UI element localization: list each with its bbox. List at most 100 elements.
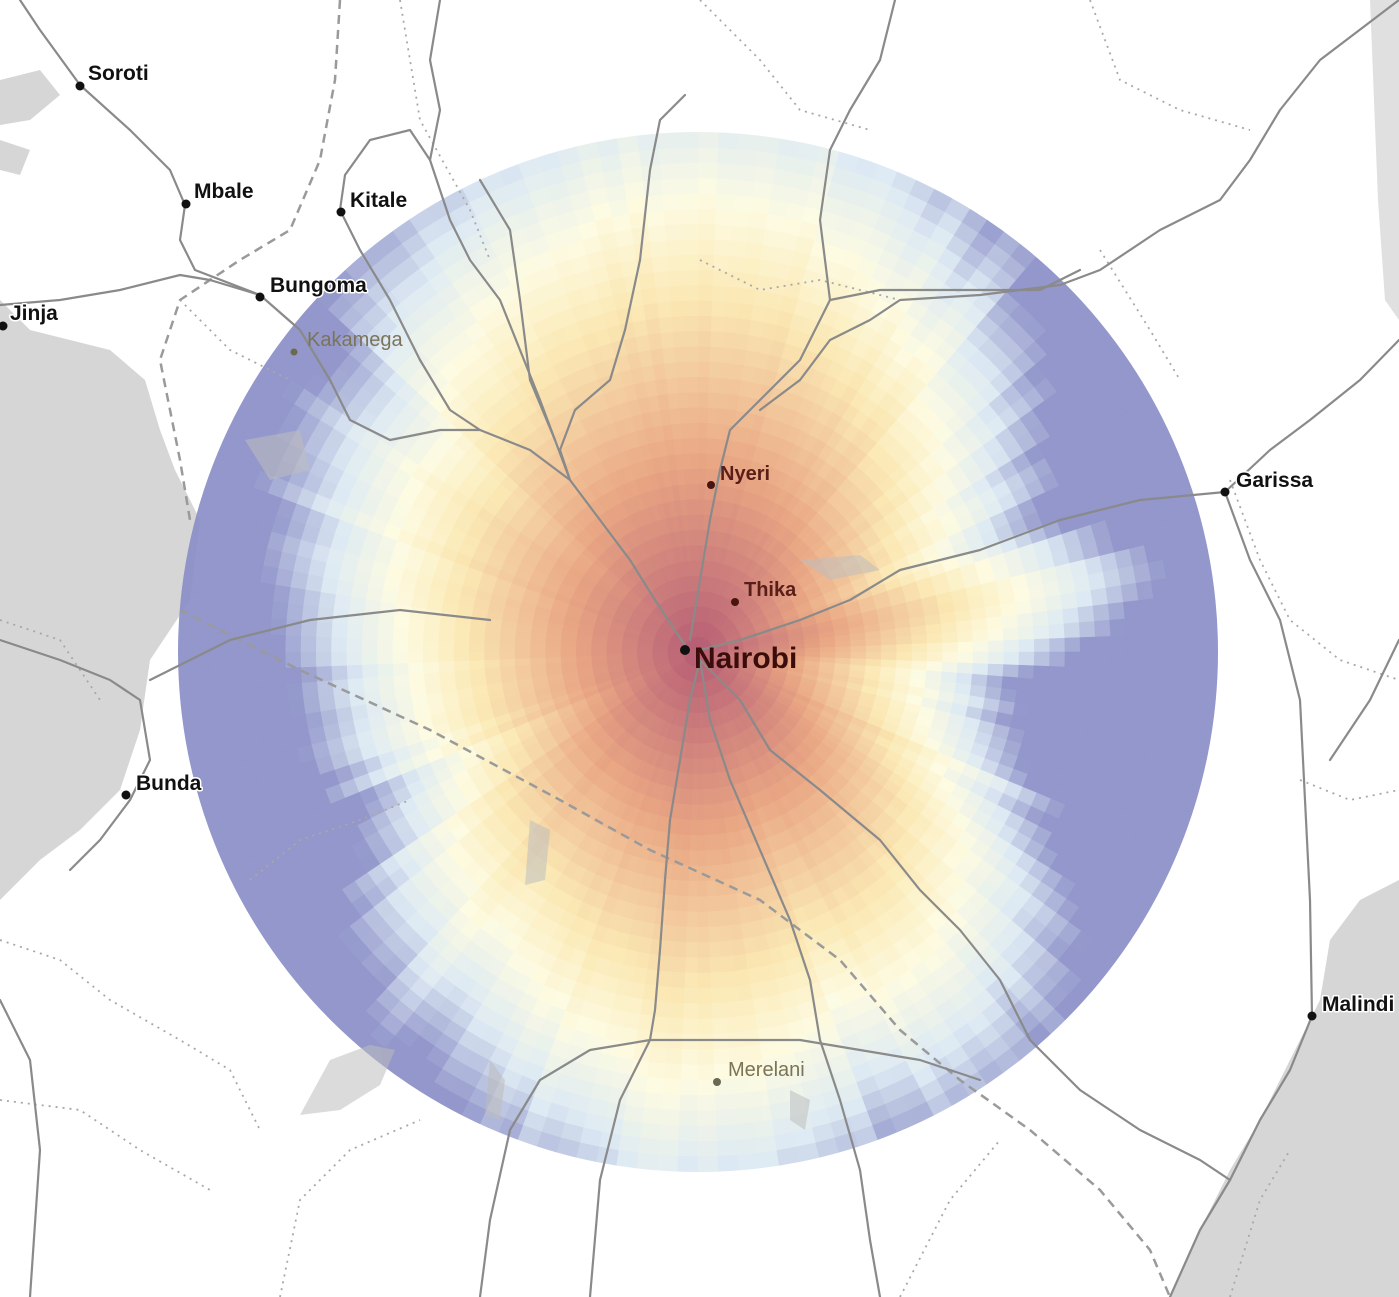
disk-cell [689, 835, 699, 852]
disk-cell [728, 239, 747, 258]
disk-cell [242, 703, 261, 725]
disk-cell [320, 577, 339, 595]
disk-cell [756, 1150, 780, 1169]
disk-cell [662, 208, 682, 226]
disk-cell [638, 148, 660, 167]
disk-cell [658, 147, 680, 165]
disk-cell [269, 634, 286, 653]
disk-cell [677, 391, 689, 409]
disk-cell [751, 1104, 773, 1124]
disk-cell [733, 332, 749, 351]
disk-cell [1181, 572, 1200, 595]
disk-cell [224, 687, 243, 709]
disk-cell [498, 643, 515, 653]
disk-cell [694, 712, 699, 729]
disk-cell [1107, 601, 1126, 620]
disk-cell [697, 452, 707, 469]
disk-cell [752, 289, 770, 308]
disk-cell [376, 651, 393, 665]
disk-cell [706, 422, 717, 439]
disk-cell [645, 209, 665, 228]
disk-cell [618, 150, 641, 169]
disk-cell [734, 1122, 756, 1141]
disk-cell [865, 644, 882, 653]
radial-travel-time-disk [178, 132, 1218, 1172]
disk-cell [710, 300, 726, 317]
disk-cell [685, 957, 699, 974]
disk-cell [270, 601, 289, 620]
disk-cell [529, 651, 546, 659]
disk-cell [697, 880, 708, 898]
disk-cell [721, 955, 737, 973]
disk-cell [658, 316, 674, 334]
disk-cell [376, 639, 393, 653]
disk-cell [697, 132, 719, 149]
disk-cell [911, 642, 928, 653]
disk-cell [1049, 637, 1066, 653]
disk-cell [668, 879, 681, 897]
disk-cell [632, 966, 649, 985]
disk-cell [544, 645, 561, 653]
disk-cell [452, 642, 470, 653]
disk-cell [730, 224, 749, 243]
disk-cell [679, 177, 699, 194]
disk-cell [659, 331, 675, 349]
disk-cell [670, 864, 682, 882]
disk-cell [697, 146, 719, 164]
disk-cell [942, 641, 959, 653]
disk-cell [331, 679, 350, 696]
disk-cell [681, 238, 699, 256]
disk-cell [715, 193, 735, 211]
disk-cell [1183, 592, 1202, 614]
disk-cell [672, 330, 687, 348]
disk-cell [661, 1093, 681, 1111]
disk-cell [1186, 631, 1204, 653]
disk-cell [742, 1029, 761, 1048]
disk-cell [636, 1152, 659, 1171]
disk-cell [346, 678, 365, 694]
disk-cell [697, 238, 715, 256]
disk-cell [677, 1140, 699, 1158]
disk-cell [716, 162, 737, 180]
disk-cell [737, 983, 754, 1002]
disk-cell [656, 300, 672, 319]
disk-cell [659, 955, 675, 973]
disk-cell [747, 319, 764, 338]
disk-cell [498, 636, 516, 646]
disk-cell [272, 700, 291, 720]
disk-cell [720, 940, 735, 958]
disk-cell [223, 614, 241, 635]
disk-cell [686, 376, 699, 393]
disk-cell [988, 639, 1005, 653]
disk-cell [208, 651, 225, 672]
disk-cell [707, 910, 720, 928]
disk-cell [697, 1079, 716, 1096]
disk-cell [692, 773, 699, 790]
disk-cell [345, 651, 363, 667]
disk-cell [193, 670, 211, 692]
disk-cell [680, 1079, 699, 1096]
disk-cell [656, 132, 679, 150]
disk-cell [685, 788, 693, 806]
disk-cell [709, 330, 724, 348]
disk-cell [705, 437, 716, 455]
disk-cell [688, 406, 699, 424]
disk-cell [422, 651, 439, 664]
disk-cell [691, 804, 699, 821]
disk-cell [238, 651, 256, 671]
disk-cell [689, 437, 699, 454]
disk-cell [1002, 626, 1020, 641]
disk-cell [1155, 614, 1173, 635]
disk-cell [684, 804, 693, 821]
disk-cell [697, 422, 708, 439]
disk-cell [1018, 638, 1035, 653]
disk-cell [679, 1094, 699, 1112]
disk-cell [697, 1125, 718, 1142]
disk-cell [302, 696, 321, 715]
disk-cell [270, 684, 289, 703]
disk-cell [623, 180, 645, 200]
disk-cell [407, 651, 424, 664]
disk-cell [686, 911, 699, 928]
disk-cell [733, 1107, 755, 1126]
